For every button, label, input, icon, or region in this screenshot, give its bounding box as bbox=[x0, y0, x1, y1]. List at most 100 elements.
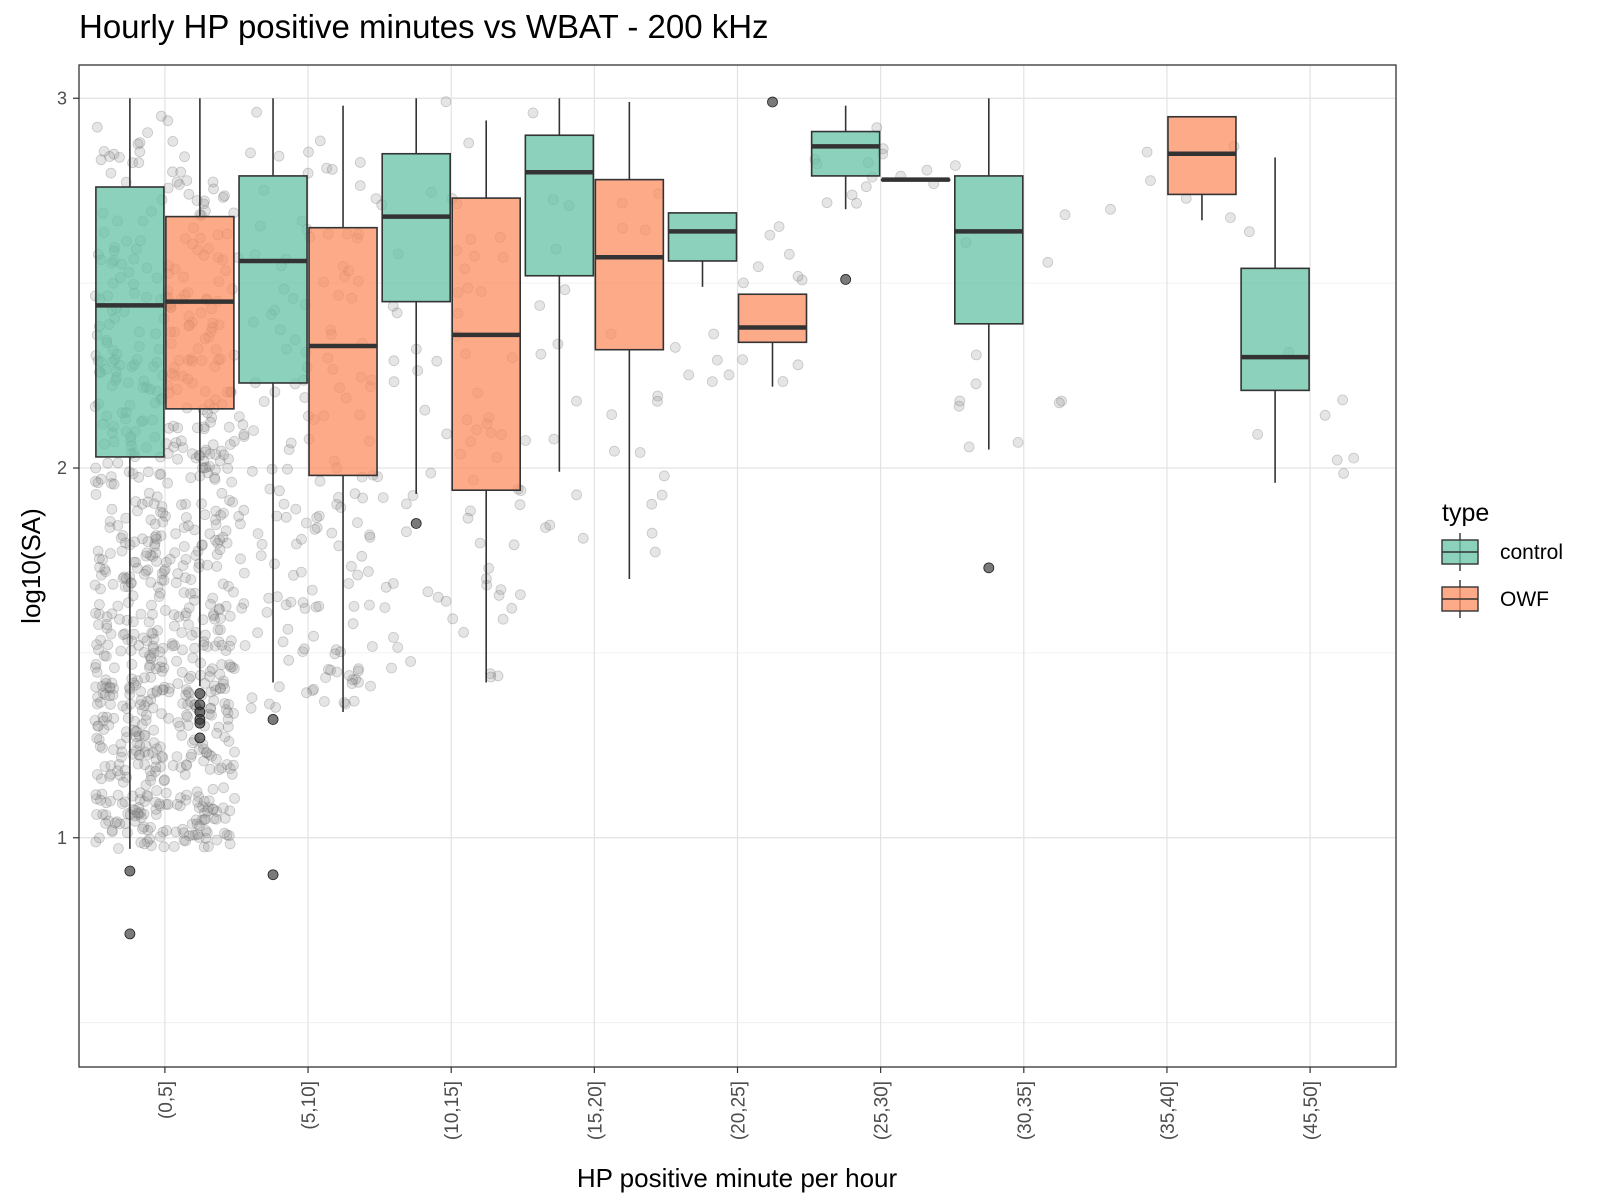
jitter-point bbox=[141, 547, 153, 559]
jitter-point bbox=[133, 471, 145, 483]
jitter-point bbox=[133, 749, 145, 761]
jitter-point bbox=[218, 449, 230, 461]
jitter-point bbox=[155, 506, 166, 518]
jitter-point bbox=[239, 640, 251, 651]
jitter-point bbox=[163, 713, 174, 724]
jitter-point bbox=[159, 774, 170, 786]
jitter-point bbox=[145, 653, 157, 665]
jitter-point bbox=[950, 160, 961, 172]
jitter-point bbox=[290, 503, 302, 515]
jitter-point bbox=[182, 699, 194, 711]
jitter-point bbox=[773, 221, 785, 233]
jitter-point bbox=[223, 699, 235, 710]
jitter-point bbox=[204, 763, 216, 775]
jitter-point bbox=[248, 425, 259, 437]
jitter-point bbox=[104, 681, 116, 693]
jitter-point bbox=[211, 806, 223, 817]
jitter-point bbox=[180, 689, 192, 701]
jitter-point bbox=[145, 775, 157, 786]
jitter-point bbox=[183, 188, 195, 200]
jitter-point bbox=[226, 768, 238, 780]
jitter-point bbox=[205, 703, 217, 714]
jitter-point bbox=[228, 663, 240, 674]
jitter-point bbox=[98, 724, 110, 735]
jitter-point bbox=[203, 708, 215, 720]
jitter-point bbox=[218, 782, 230, 794]
jitter-point bbox=[238, 431, 250, 443]
jitter-point bbox=[171, 655, 183, 667]
jitter-point bbox=[391, 307, 403, 319]
jitter-point bbox=[101, 619, 113, 630]
jitter-point bbox=[183, 619, 194, 630]
jitter-point bbox=[198, 455, 210, 467]
jitter-point bbox=[146, 599, 157, 611]
x-tick-label: (15,20] bbox=[585, 1081, 606, 1140]
jitter-point bbox=[215, 683, 227, 694]
jitter-point bbox=[142, 824, 154, 836]
jitter-point bbox=[213, 636, 225, 648]
jitter-point bbox=[273, 150, 285, 162]
jitter-point bbox=[223, 421, 235, 433]
jitter-point bbox=[223, 736, 235, 747]
jitter-point bbox=[204, 448, 216, 460]
jitter-point bbox=[198, 814, 210, 826]
jitter-point bbox=[752, 261, 764, 273]
jitter-point bbox=[103, 719, 115, 731]
jitter-point bbox=[156, 568, 168, 579]
jitter-point bbox=[283, 444, 295, 456]
jitter-point bbox=[147, 643, 159, 654]
jitter-point bbox=[158, 575, 170, 586]
jitter-point bbox=[198, 636, 210, 648]
jitter-point bbox=[174, 800, 186, 812]
jitter-point bbox=[187, 829, 199, 841]
jitter-point bbox=[122, 712, 134, 724]
y-axis-title: log10(SA) bbox=[16, 508, 46, 624]
jitter-point bbox=[285, 596, 297, 608]
jitter-point bbox=[133, 802, 145, 813]
jitter-point bbox=[202, 641, 213, 652]
jitter-point bbox=[151, 556, 162, 567]
jitter-point bbox=[90, 836, 102, 848]
jitter-point bbox=[114, 769, 126, 781]
jitter-point bbox=[106, 825, 118, 836]
jitter-point bbox=[364, 531, 376, 543]
jitter-point bbox=[1331, 454, 1343, 466]
jitter-point bbox=[112, 457, 124, 469]
jitter-point bbox=[238, 598, 250, 609]
jitter-point bbox=[106, 503, 118, 515]
jitter-point bbox=[136, 823, 148, 835]
jitter-point bbox=[311, 522, 323, 534]
jitter-point bbox=[93, 608, 105, 620]
jitter-point bbox=[157, 516, 169, 528]
jitter-point bbox=[128, 724, 140, 736]
jitter-point bbox=[91, 667, 103, 678]
jitter-point bbox=[290, 538, 302, 550]
jitter-point bbox=[95, 794, 106, 806]
jitter-point bbox=[126, 635, 138, 647]
jitter-point bbox=[95, 696, 106, 708]
jitter-point bbox=[154, 831, 166, 842]
jitter-point bbox=[137, 632, 149, 644]
jitter-point bbox=[138, 568, 150, 580]
jitter-point bbox=[266, 463, 278, 475]
x-tick-label: (45,50] bbox=[1301, 1081, 1322, 1140]
jitter-point bbox=[154, 587, 166, 599]
box-control-3 bbox=[524, 98, 595, 472]
jitter-point bbox=[148, 633, 160, 645]
jitter-point bbox=[206, 709, 217, 721]
jitter-point bbox=[157, 642, 169, 654]
jitter-point bbox=[175, 762, 187, 773]
jitter-point bbox=[143, 616, 155, 628]
jitter-point bbox=[105, 167, 117, 179]
jitter-point bbox=[283, 654, 295, 666]
jitter-point bbox=[173, 611, 185, 623]
jitter-point bbox=[96, 680, 108, 692]
jitter-point bbox=[215, 509, 227, 521]
jitter-point bbox=[577, 532, 589, 544]
jitter-point bbox=[116, 798, 128, 809]
jitter-point bbox=[199, 509, 211, 521]
jitter-point bbox=[238, 504, 250, 516]
jitter-point bbox=[178, 541, 190, 552]
jitter-point bbox=[160, 799, 172, 810]
jitter-point bbox=[263, 698, 275, 710]
